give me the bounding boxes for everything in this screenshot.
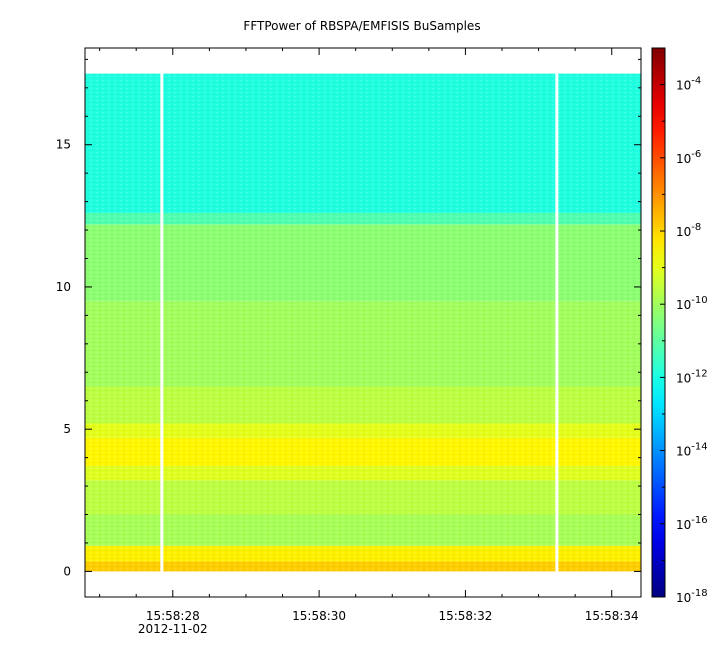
chart-title: FFTPower of RBSPA/EMFISIS BuSamples — [243, 19, 480, 33]
x-tick-label: 15:58:34 — [585, 609, 639, 623]
y-tick-label: 5 — [63, 422, 71, 436]
colorbar-tick-label: 10-4 — [676, 76, 701, 93]
x-date-label: 2012-11-02 — [138, 622, 208, 636]
colorbar-tick-label: 10-16 — [676, 515, 708, 532]
colorbar-tick-label: 10-6 — [676, 149, 701, 166]
x-tick-label: 15:58:32 — [438, 609, 492, 623]
plot-frame — [84, 47, 642, 598]
colorbar-tick-label: 10-8 — [676, 222, 701, 239]
y-tick-label: 15 — [56, 138, 71, 152]
x-tick-label: 15:58:28 — [146, 609, 200, 623]
colorbar-tick-label: 10-14 — [676, 442, 708, 459]
data-gap-0 — [160, 73, 164, 572]
y-tick-label: 10 — [56, 280, 71, 294]
x-tick-label: 15:58:30 — [292, 609, 346, 623]
data-gap-1 — [555, 73, 559, 572]
spectrogram-texture — [85, 73, 641, 572]
colorbar-tick-label: 10-12 — [676, 368, 708, 385]
y-tick-label: 0 — [63, 564, 71, 578]
colorbar — [651, 47, 666, 598]
colorbar-tick-label: 10-10 — [676, 295, 708, 312]
colorbar-tick-label: 10-18 — [676, 588, 708, 605]
